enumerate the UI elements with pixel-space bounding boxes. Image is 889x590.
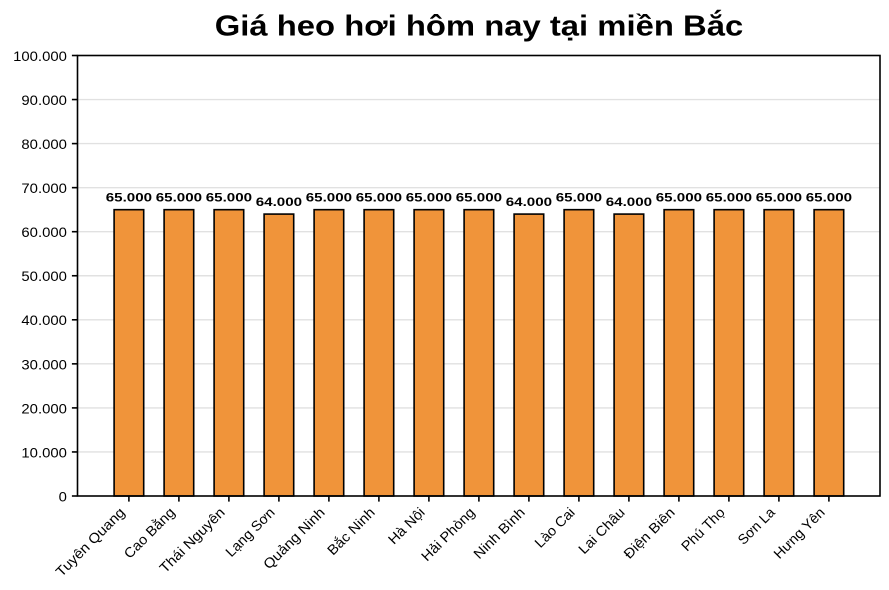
svg-text:64.000: 64.000 [256, 195, 302, 209]
svg-text:65.000: 65.000 [356, 191, 402, 205]
svg-text:65.000: 65.000 [456, 191, 502, 205]
svg-text:64.000: 64.000 [606, 195, 652, 209]
svg-text:70.000: 70.000 [21, 181, 67, 196]
svg-text:100.000: 100.000 [13, 49, 67, 64]
svg-text:65.000: 65.000 [106, 191, 152, 205]
svg-text:65.000: 65.000 [406, 191, 452, 205]
svg-text:40.000: 40.000 [21, 313, 67, 328]
svg-text:65.000: 65.000 [756, 191, 802, 205]
svg-text:50.000: 50.000 [21, 269, 67, 284]
svg-text:65.000: 65.000 [156, 191, 202, 205]
svg-text:64.000: 64.000 [506, 195, 552, 209]
svg-text:65.000: 65.000 [556, 191, 602, 205]
svg-text:65.000: 65.000 [656, 191, 702, 205]
svg-text:Giá heo hơi hôm nay tại miền B: Giá heo hơi hôm nay tại miền Bắc [215, 9, 743, 43]
svg-text:90.000: 90.000 [21, 93, 67, 108]
svg-text:65.000: 65.000 [806, 191, 852, 205]
svg-text:65.000: 65.000 [206, 191, 252, 205]
svg-text:30.000: 30.000 [21, 357, 67, 372]
svg-text:20.000: 20.000 [21, 401, 67, 416]
svg-text:65.000: 65.000 [306, 191, 352, 205]
svg-text:10.000: 10.000 [21, 445, 67, 460]
svg-text:0: 0 [59, 489, 68, 504]
svg-text:80.000: 80.000 [21, 137, 67, 152]
svg-text:60.000: 60.000 [21, 225, 67, 240]
svg-text:65.000: 65.000 [706, 191, 752, 205]
